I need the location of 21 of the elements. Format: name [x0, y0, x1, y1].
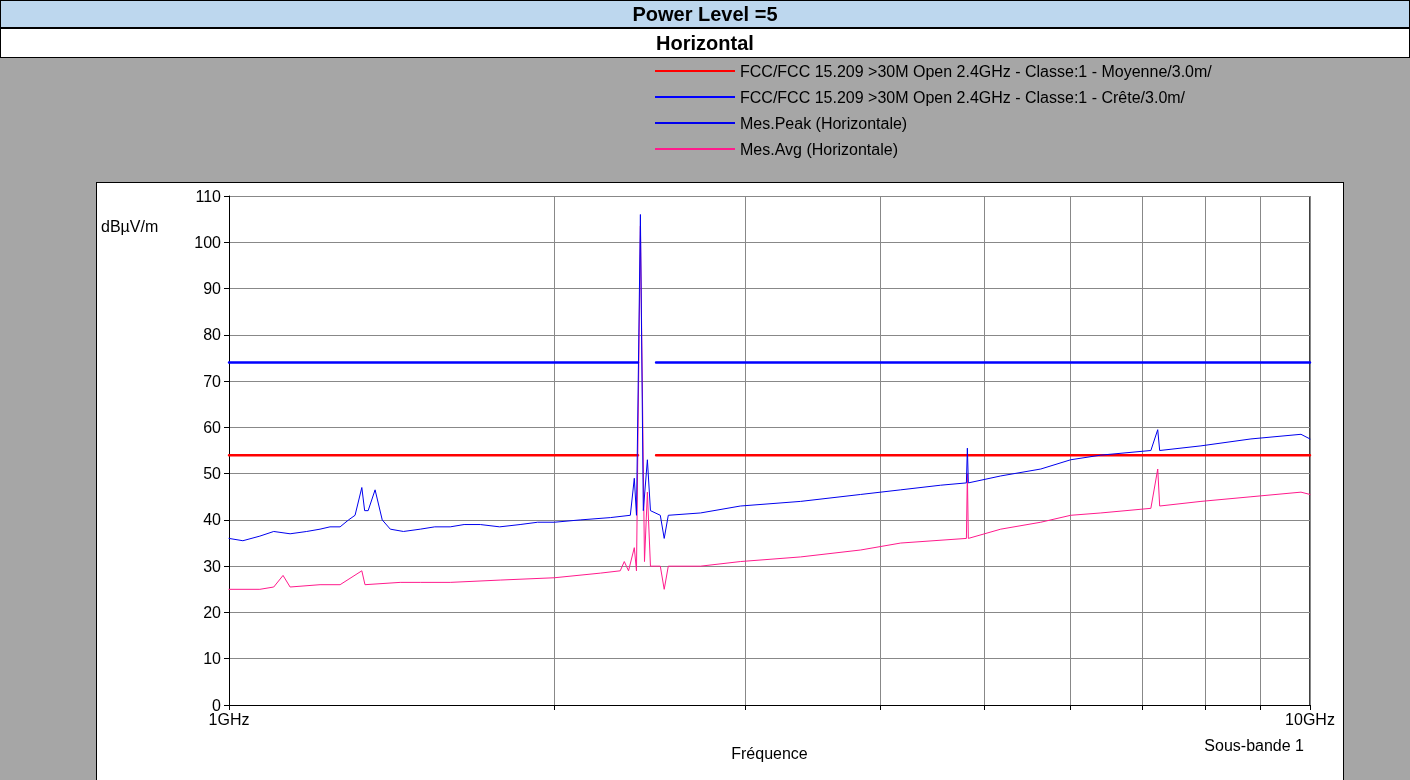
x-tick-label: 10GHz — [1285, 710, 1335, 728]
x-axis-title: Fréquence — [731, 744, 808, 762]
legend-label: FCC/FCC 15.209 >30M Open 2.4GHz - Classe:1 - Crête/3.0m/ — [740, 88, 1186, 106]
y-tick-label: 60 — [203, 418, 222, 436]
chart-subtitle: Horizontal — [0, 28, 1410, 58]
legend-label: Mes.Avg (Horizontale) — [740, 140, 898, 158]
y-tick-label: 30 — [203, 557, 222, 575]
legend-label: Mes.Peak (Horizontale) — [740, 114, 908, 132]
chart-title: Power Level =5 — [0, 0, 1410, 28]
text: Sous-bande 1 — [1204, 736, 1305, 754]
y-tick-label: 40 — [203, 511, 222, 529]
y-tick-label: 80 — [203, 326, 222, 344]
y-tick-label: 100 — [194, 233, 222, 251]
y-tick-label: 10 — [203, 650, 222, 668]
y-tick-label: 110 — [195, 187, 222, 205]
y-axis-title: dBµV/m — [101, 217, 159, 235]
y-tick-label: 20 — [203, 603, 222, 621]
y-tick-label: 50 — [203, 465, 222, 483]
legend-label: FCC/FCC 15.209 >30M Open 2.4GHz - Classe:1 - Moyenne/3.0m/ — [740, 62, 1213, 80]
y-tick-label: 90 — [203, 280, 222, 298]
y-tick-label: 70 — [203, 372, 222, 390]
